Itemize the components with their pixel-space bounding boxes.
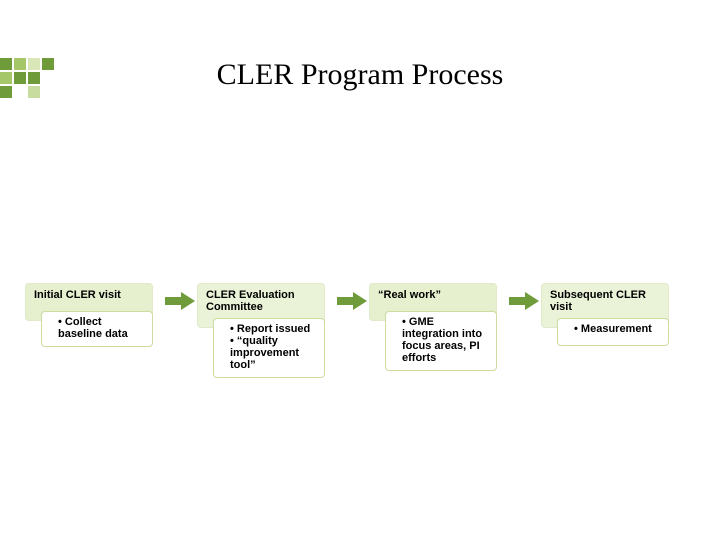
process-step: Initial CLER visitCollect baseline data: [25, 283, 153, 347]
deco-square: [28, 72, 40, 84]
deco-square: [28, 58, 40, 70]
step-body: Report issued“quality improvement tool”: [213, 318, 325, 378]
step-body: Measurement: [557, 318, 669, 346]
deco-square: [14, 58, 26, 70]
deco-square: [28, 86, 40, 98]
deco-square: [0, 86, 12, 98]
process-flow: Initial CLER visitCollect baseline dataC…: [25, 283, 720, 433]
process-step: CLER Evaluation CommitteeReport issued“q…: [197, 283, 325, 378]
process-step: Subsequent CLER visitMeasurement: [541, 283, 669, 346]
arrow-icon: [509, 291, 539, 311]
arrow-icon: [165, 291, 195, 311]
step-bullet: “quality improvement tool”: [230, 335, 318, 371]
corner-decoration: [0, 58, 90, 103]
arrow-icon: [337, 291, 367, 311]
step-bullet: Report issued: [230, 323, 318, 335]
deco-square: [0, 58, 12, 70]
step-bullet: Collect baseline data: [58, 316, 146, 340]
deco-square: [14, 72, 26, 84]
process-step: “Real work”GME integration into focus ar…: [369, 283, 497, 371]
page-title: CLER Program Process: [0, 58, 720, 92]
step-body: GME integration into focus areas, PI eff…: [385, 311, 497, 371]
deco-square: [42, 58, 54, 70]
deco-square: [0, 72, 12, 84]
step-body: Collect baseline data: [41, 311, 153, 347]
step-bullet: Measurement: [574, 323, 662, 335]
step-bullet: GME integration into focus areas, PI eff…: [402, 316, 490, 364]
